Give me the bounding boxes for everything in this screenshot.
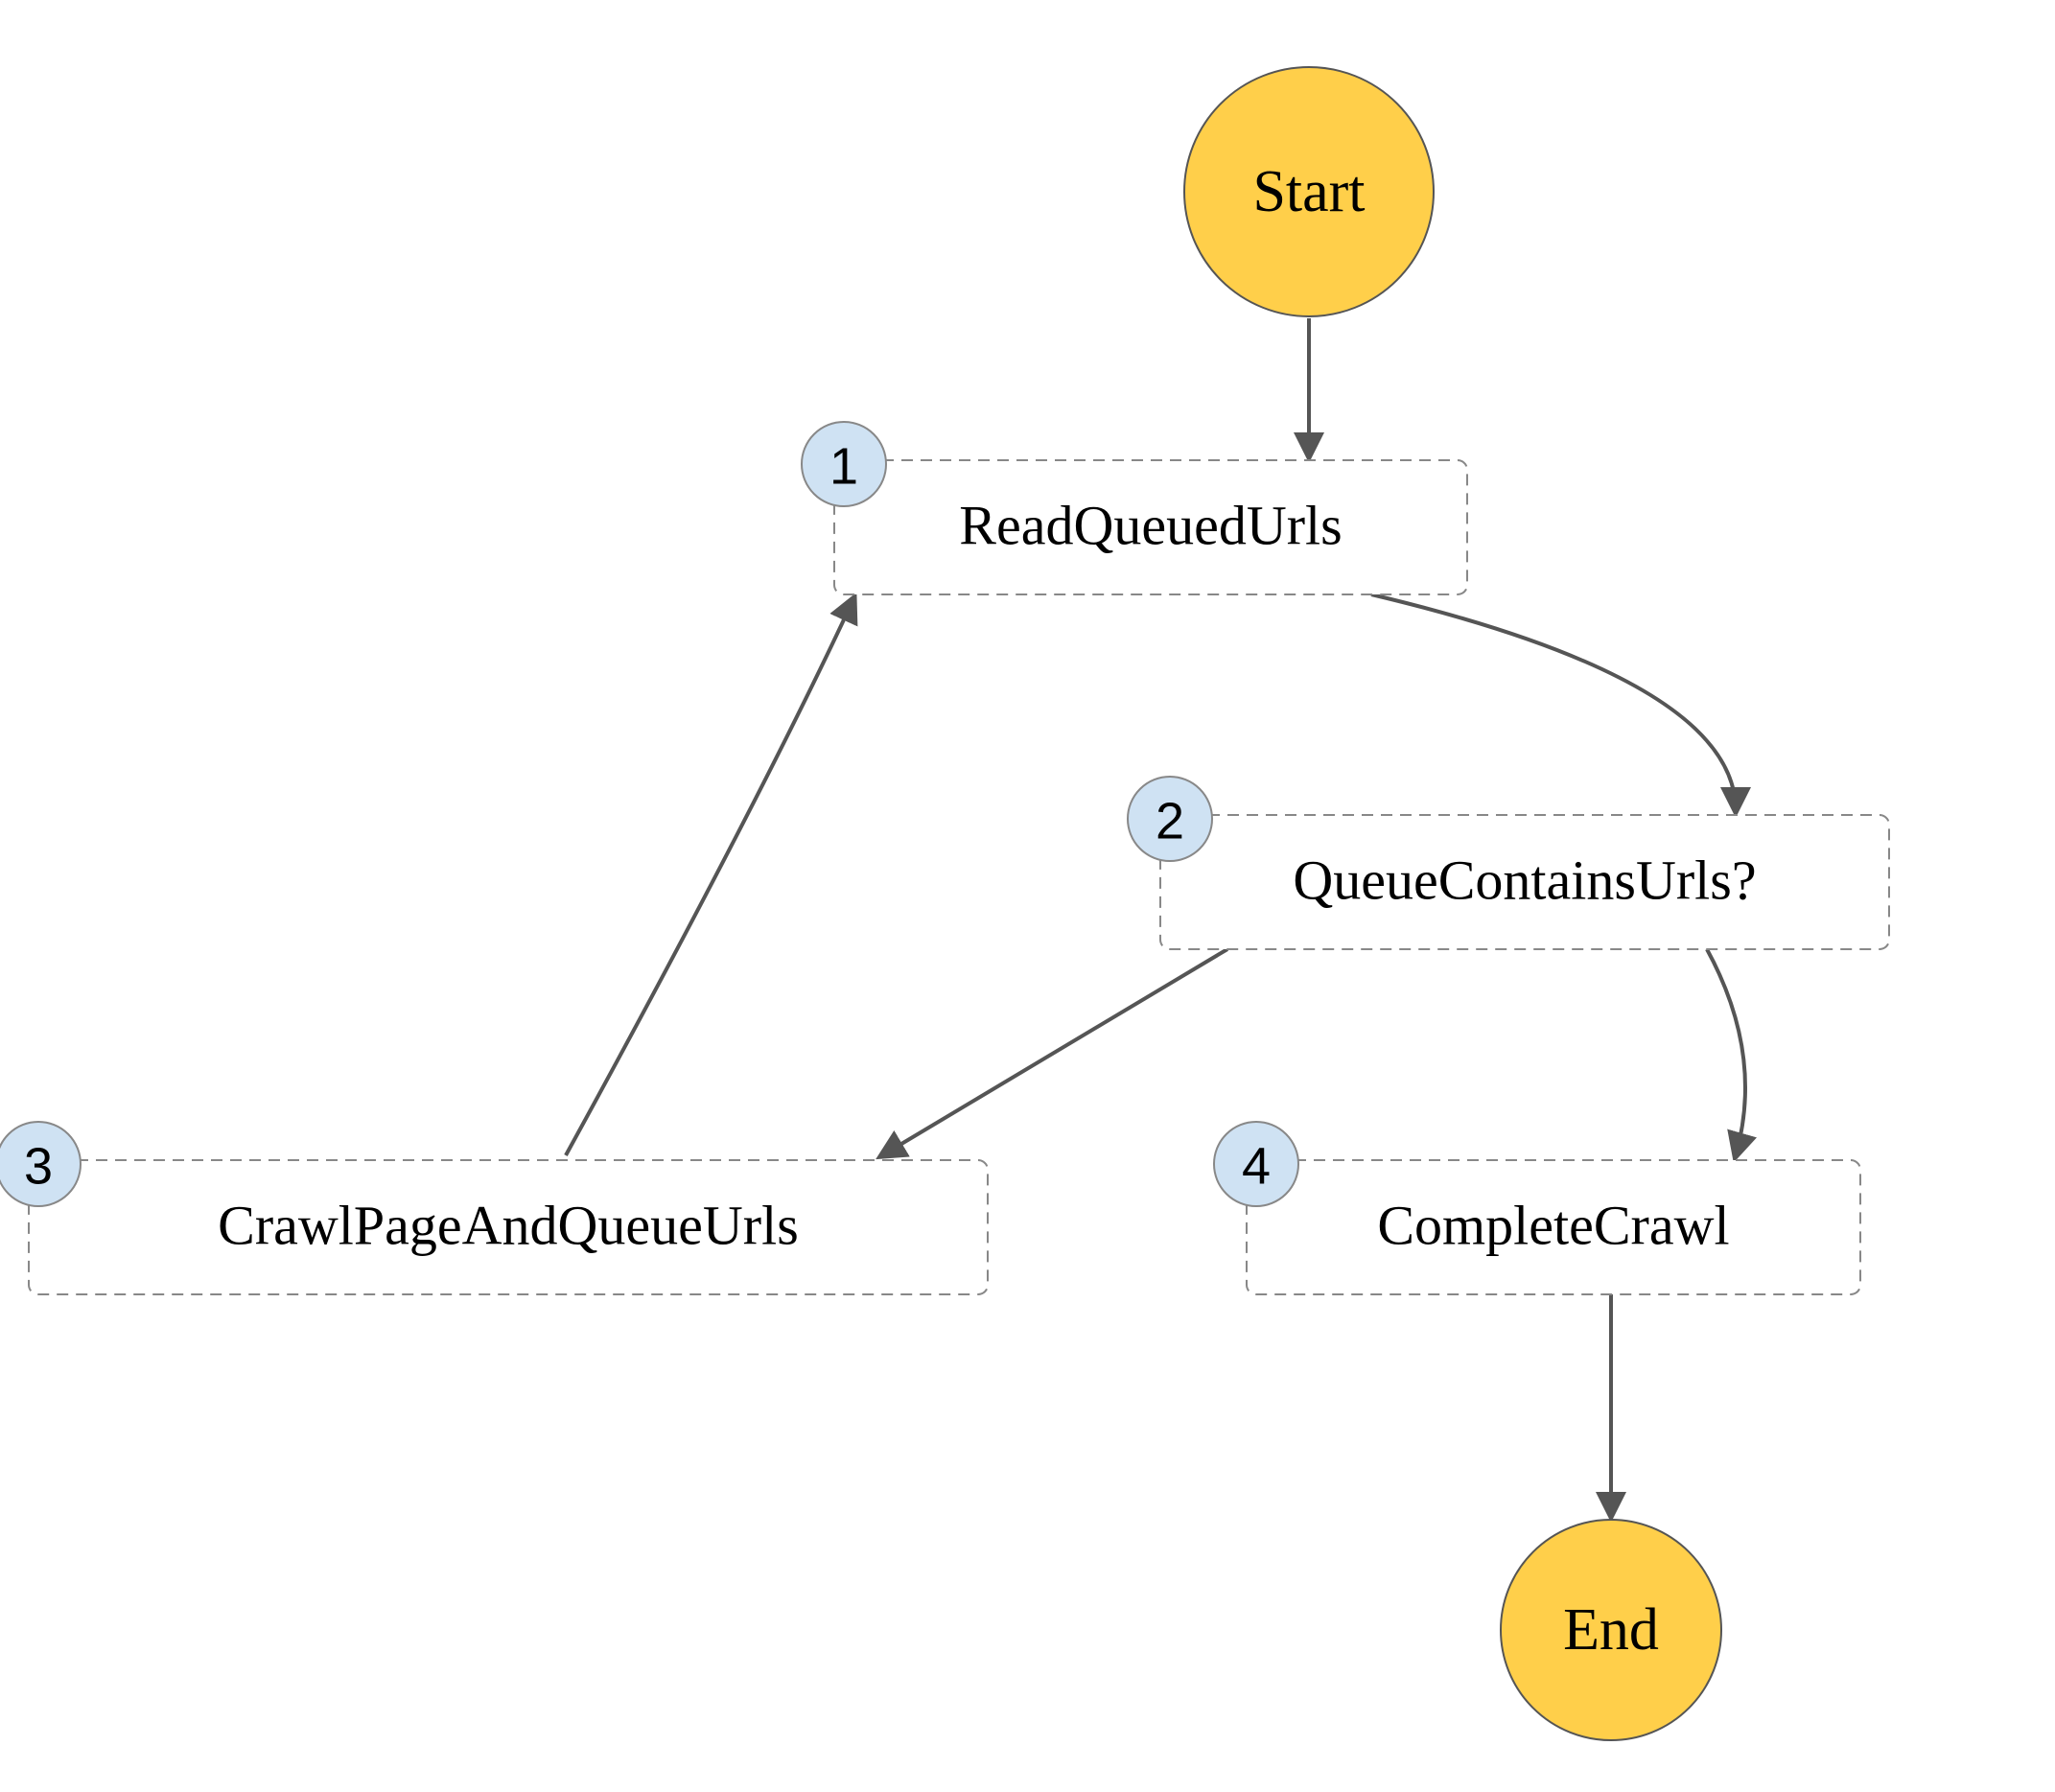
node-label-2: QueueContainsUrls? bbox=[1293, 849, 1756, 911]
node-4: CompleteCrawl 4 bbox=[1214, 1122, 1860, 1294]
flowchart-canvas: ReadQueuedUrls 1 QueueContainsUrls? 2 CrawlP… bbox=[0, 0, 2055, 1792]
node-1: ReadQueuedUrls 1 bbox=[802, 422, 1467, 594]
edge-node2-to-node4 bbox=[1707, 949, 1745, 1155]
badge-label-4: 4 bbox=[1242, 1137, 1271, 1195]
start-label: Start bbox=[1252, 159, 1365, 224]
badge-label-2: 2 bbox=[1156, 792, 1184, 849]
node-3: CrawlPageAndQueueUrls 3 bbox=[0, 1122, 988, 1294]
node-label-1: ReadQueuedUrls bbox=[959, 494, 1342, 556]
badge-label-1: 1 bbox=[829, 437, 858, 495]
end-terminal: End bbox=[1501, 1520, 1721, 1740]
node-2: QueueContainsUrls? 2 bbox=[1128, 777, 1889, 949]
edge-node1-to-node2 bbox=[1371, 594, 1736, 810]
node-label-3: CrawlPageAndQueueUrls bbox=[218, 1194, 799, 1256]
node-label-4: CompleteCrawl bbox=[1377, 1194, 1729, 1256]
edge-node2-to-node3 bbox=[882, 949, 1227, 1155]
end-label: End bbox=[1563, 1597, 1659, 1663]
start-terminal: Start bbox=[1184, 67, 1434, 316]
badge-label-3: 3 bbox=[24, 1137, 53, 1195]
edge-node3-to-node1 bbox=[566, 599, 853, 1155]
